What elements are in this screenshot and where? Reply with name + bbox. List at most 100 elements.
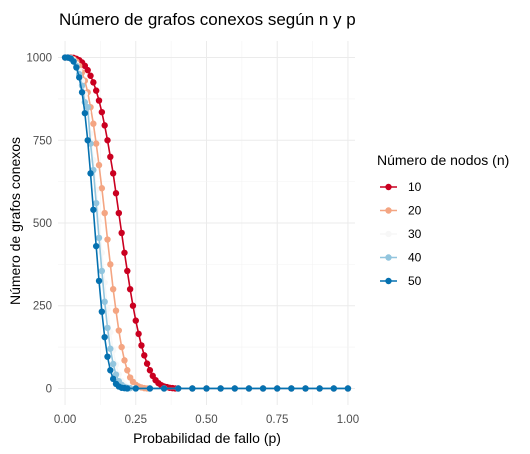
- legend-item-30: 30: [380, 227, 422, 241]
- chart-title: Número de grafos conexos según n y p: [59, 10, 356, 29]
- data-point: [160, 385, 168, 392]
- y-tick-label: 250: [33, 301, 52, 313]
- data-point: [92, 186, 100, 194]
- legend-key-point: [385, 254, 392, 261]
- data-point: [135, 330, 142, 338]
- data-point: [78, 89, 86, 96]
- legend: Número de nodos (n) 10 20 30 40 50: [377, 152, 509, 288]
- x-tick-label: 0.75: [266, 414, 288, 426]
- data-point: [107, 261, 114, 268]
- data-point: [330, 385, 337, 392]
- data-point: [143, 360, 151, 367]
- data-point: [124, 367, 131, 374]
- data-point: [81, 109, 89, 117]
- y-tick-label: 500: [33, 218, 52, 230]
- data-point: [104, 324, 111, 332]
- data-point: [104, 236, 111, 243]
- data-point: [95, 161, 103, 169]
- data-point: [146, 367, 154, 374]
- legend-item-40: 40: [380, 251, 422, 265]
- data-point: [104, 353, 111, 360]
- data-point: [92, 87, 100, 94]
- data-point: [288, 385, 295, 392]
- data-point: [138, 342, 145, 349]
- data-point: [121, 357, 128, 364]
- data-point: [92, 199, 100, 207]
- data-point: [92, 140, 100, 147]
- data-point: [231, 385, 238, 392]
- data-point: [316, 385, 323, 392]
- data-point: [101, 209, 108, 217]
- legend-title: Número de nodos (n): [377, 152, 509, 168]
- data-point: [76, 74, 83, 81]
- legend-item-50: 50: [380, 274, 422, 288]
- data-point: [109, 375, 117, 383]
- data-point: [107, 153, 114, 161]
- data-point: [92, 242, 100, 250]
- data-point: [112, 190, 120, 197]
- data-point: [118, 229, 125, 237]
- y-axis-title: Número de grafos conexos: [7, 137, 23, 305]
- data-point: [107, 367, 114, 374]
- data-point: [98, 267, 106, 275]
- x-axis-ticks: 0.00 0.25 0.50 0.75 1.00: [54, 414, 359, 426]
- data-point: [115, 327, 123, 334]
- data-point: [84, 66, 91, 74]
- legend-key-point: [385, 230, 392, 238]
- data-point: [302, 385, 309, 392]
- legend-label: 30: [408, 227, 422, 241]
- data-point: [124, 385, 131, 392]
- data-point: [115, 209, 123, 217]
- data-point: [132, 385, 139, 392]
- data-point: [98, 108, 106, 116]
- data-point: [118, 343, 125, 351]
- data-point: [98, 308, 106, 315]
- data-point: [95, 234, 103, 242]
- data-point: [84, 103, 91, 111]
- data-point: [101, 333, 108, 341]
- legend-label: 40: [408, 251, 422, 265]
- y-tick-label: 750: [33, 135, 52, 147]
- data-point: [203, 385, 210, 392]
- data-point: [189, 385, 196, 392]
- data-point: [126, 285, 134, 293]
- data-point: [90, 120, 97, 127]
- data-point: [141, 352, 148, 359]
- legend-key-point: [385, 207, 392, 214]
- x-tick-label: 1.00: [337, 414, 359, 426]
- data-point: [112, 307, 120, 314]
- legend-label: 50: [408, 274, 422, 288]
- y-tick-label: 1000: [26, 53, 52, 65]
- legend-label: 10: [408, 180, 422, 194]
- data-point: [70, 58, 77, 65]
- data-point: [84, 137, 91, 144]
- data-point: [344, 385, 352, 392]
- series-50: [61, 54, 352, 392]
- legend-label: 20: [408, 204, 422, 218]
- data-point: [121, 249, 128, 256]
- data-point: [245, 385, 253, 392]
- data-point: [101, 122, 108, 129]
- data-point: [109, 285, 117, 293]
- data-point: [87, 72, 94, 79]
- data-point: [90, 79, 97, 86]
- data-point: [90, 156, 97, 164]
- data-point: [132, 317, 139, 324]
- data-point: [109, 170, 117, 177]
- data-point: [95, 277, 103, 285]
- x-tick-label: 0.50: [195, 414, 217, 426]
- data-point: [107, 345, 114, 352]
- y-tick-label: 0: [46, 383, 52, 395]
- legend-items: 10 20 30 40 50: [380, 180, 422, 288]
- data-point: [98, 185, 106, 192]
- data-point: [109, 360, 117, 368]
- data-point: [101, 298, 108, 305]
- legend-item-20: 20: [380, 204, 422, 218]
- legend-key-point: [385, 183, 392, 191]
- data-point: [217, 385, 224, 392]
- y-axis-ticks: 0 250 500 750 1000: [26, 53, 52, 396]
- legend-key-point: [385, 277, 392, 285]
- data-point: [90, 206, 97, 213]
- x-tick-label: 0.25: [125, 414, 147, 426]
